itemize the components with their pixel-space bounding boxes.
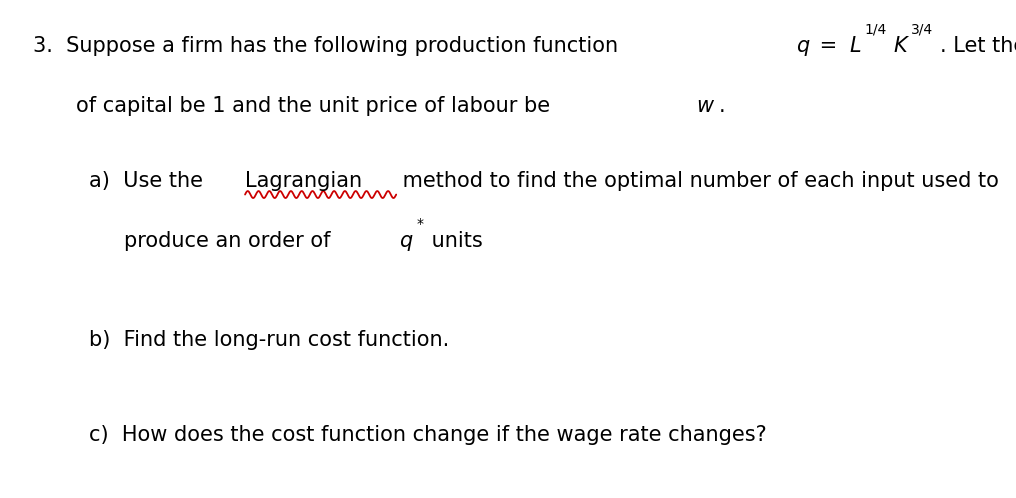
Text: K: K xyxy=(893,36,907,56)
Text: units: units xyxy=(425,231,483,250)
Text: .: . xyxy=(718,96,725,116)
Text: 3/4: 3/4 xyxy=(911,22,934,36)
Text: Lagrangian: Lagrangian xyxy=(245,171,362,191)
Text: a)  Use the: a) Use the xyxy=(89,171,210,191)
Text: produce an order of: produce an order of xyxy=(124,231,337,250)
Text: w: w xyxy=(697,96,713,116)
Text: L: L xyxy=(849,36,862,56)
Text: 1/4: 1/4 xyxy=(865,22,887,36)
Text: =: = xyxy=(813,36,841,56)
Text: *: * xyxy=(416,217,423,231)
Text: 3.  Suppose a firm has the following production function: 3. Suppose a firm has the following prod… xyxy=(33,36,624,56)
Text: c)  How does the cost function change if the wage rate changes?: c) How does the cost function change if … xyxy=(89,425,767,445)
Text: of capital be 1 and the unit price of labour be: of capital be 1 and the unit price of la… xyxy=(76,96,557,116)
Text: . Let the unit price: . Let the unit price xyxy=(940,36,1016,56)
Text: q: q xyxy=(797,36,810,56)
Text: method to find the optimal number of each input used to: method to find the optimal number of eac… xyxy=(396,171,999,191)
Text: b)  Find the long-run cost function.: b) Find the long-run cost function. xyxy=(89,330,450,350)
Text: q: q xyxy=(399,231,412,250)
